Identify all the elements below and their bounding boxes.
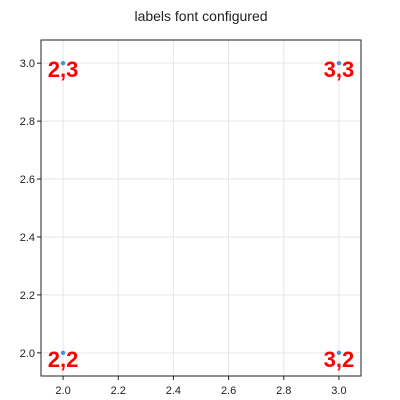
- data-point: [60, 350, 66, 356]
- axis-layer: 2.0 2.2 2.4 2.6 2.8 3.0 2.0 2.2 2.4 2.6 2.8 3.0: [20, 58, 347, 397]
- data-label: 2,3: [48, 57, 79, 82]
- y-tick-label: 2.0: [20, 348, 35, 360]
- data-label: 3,3: [324, 57, 355, 82]
- label-layer: 2,3 3,3 2,2 3,2: [48, 57, 354, 372]
- x-tick-label: 3.0: [331, 385, 346, 397]
- x-tick-label: 2.8: [276, 385, 291, 397]
- point-layer: [60, 60, 342, 356]
- data-point: [60, 60, 66, 66]
- y-tick-label: 2.2: [20, 290, 35, 302]
- x-tick-label: 2.6: [221, 385, 236, 397]
- data-point: [336, 350, 342, 356]
- data-point: [336, 60, 342, 66]
- x-tick-label: 2.4: [166, 385, 181, 397]
- chart-title: labels font configured: [134, 8, 267, 24]
- x-tick-label: 2.0: [55, 385, 70, 397]
- y-tick-label: 2.4: [20, 232, 35, 244]
- plot-area-background: [41, 40, 361, 376]
- data-label: 3,2: [324, 347, 355, 372]
- grid-layer: [41, 40, 361, 376]
- x-tick-label: 2.2: [111, 385, 126, 397]
- plot-frame: [40, 39, 362, 377]
- y-tick-label: 2.8: [20, 116, 35, 128]
- data-label: 2,2: [48, 347, 79, 372]
- y-tick-label: 3.0: [20, 58, 35, 70]
- y-tick-label: 2.6: [20, 174, 35, 186]
